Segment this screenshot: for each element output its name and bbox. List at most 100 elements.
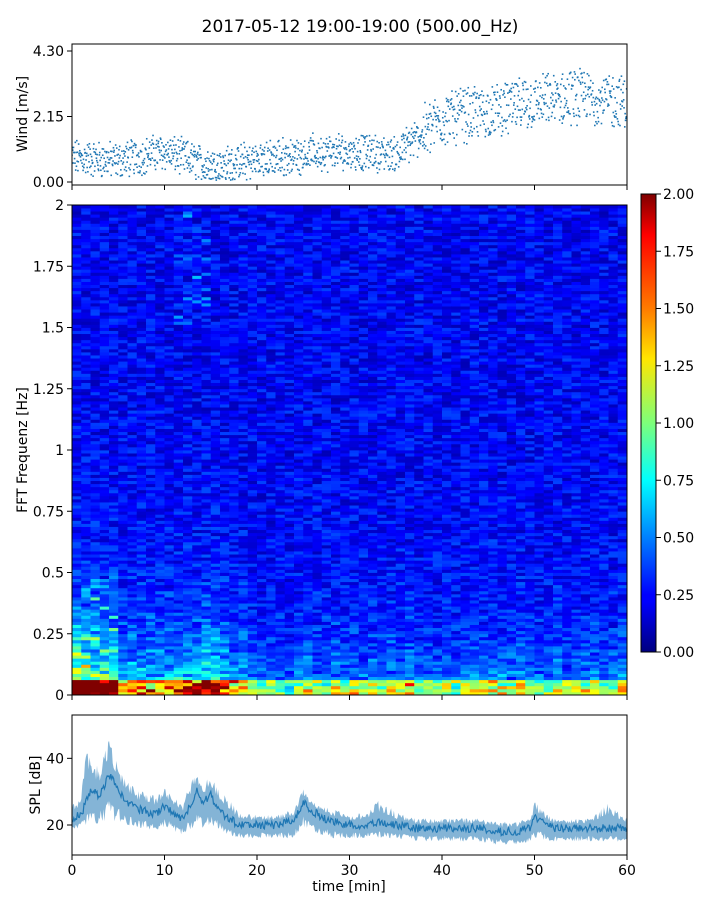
heatmap-cell bbox=[136, 446, 147, 451]
heatmap-cell bbox=[81, 358, 91, 362]
wind-point bbox=[535, 80, 537, 82]
heatmap-cell bbox=[192, 523, 202, 527]
wind-point bbox=[362, 144, 365, 146]
wind-point bbox=[392, 146, 395, 149]
wind-point bbox=[140, 150, 143, 153]
wind-point bbox=[360, 168, 363, 171]
heatmap-cell bbox=[90, 358, 101, 362]
heatmap-cell bbox=[109, 355, 119, 359]
heatmap-cell bbox=[99, 250, 110, 255]
heatmap-cell bbox=[109, 658, 119, 662]
heatmap-cell bbox=[266, 688, 276, 693]
heatmap-cell bbox=[118, 355, 128, 359]
heatmap-cell bbox=[210, 379, 221, 384]
heatmap-cell bbox=[192, 633, 202, 638]
heatmap-cell bbox=[192, 208, 202, 212]
heatmap-cell bbox=[146, 315, 156, 319]
wind-point bbox=[344, 141, 347, 143]
heatmap-cell bbox=[183, 551, 193, 555]
heatmap-cell bbox=[109, 489, 119, 494]
heatmap-cell bbox=[146, 342, 156, 347]
heatmap-cell bbox=[210, 355, 221, 359]
wind-point bbox=[137, 154, 139, 156]
wind-point bbox=[548, 107, 551, 109]
heatmap-cell bbox=[229, 394, 239, 399]
heatmap-cell bbox=[183, 667, 193, 671]
heatmap-cell bbox=[136, 670, 147, 674]
heatmap-cell bbox=[238, 306, 249, 310]
wind-point bbox=[534, 91, 536, 93]
heatmap-cell bbox=[81, 664, 91, 668]
heatmap-cell bbox=[201, 456, 212, 460]
wind-point bbox=[146, 165, 149, 167]
wind-point bbox=[546, 105, 549, 107]
heatmap-cell bbox=[155, 551, 165, 555]
wind-point bbox=[151, 142, 154, 145]
heatmap-cell bbox=[99, 492, 110, 497]
wind-point bbox=[396, 150, 399, 153]
heatmap-cell bbox=[127, 575, 138, 580]
wind-point bbox=[514, 83, 516, 85]
heatmap-cell bbox=[81, 355, 91, 359]
heatmap-cell bbox=[210, 639, 221, 644]
heatmap-cell bbox=[247, 535, 258, 540]
heatmap-cell bbox=[109, 397, 119, 402]
heatmap-cell bbox=[192, 646, 202, 650]
wind-point bbox=[511, 120, 513, 123]
heatmap-cell bbox=[99, 486, 110, 491]
wind-point bbox=[349, 141, 352, 144]
heatmap-cell bbox=[173, 321, 184, 325]
heatmap-cell bbox=[155, 642, 165, 647]
heatmap-cell bbox=[257, 581, 267, 586]
heatmap-cell bbox=[146, 618, 156, 622]
wind-point bbox=[498, 104, 500, 106]
heatmap-cell bbox=[183, 661, 193, 665]
wind-point bbox=[180, 135, 183, 138]
heatmap-cell bbox=[220, 247, 230, 252]
wind-point bbox=[303, 158, 305, 160]
heatmap-cell bbox=[146, 364, 156, 368]
heatmap-cell bbox=[136, 627, 147, 632]
wind-point bbox=[604, 91, 606, 94]
heatmap-cell bbox=[247, 661, 258, 665]
heatmap-cell bbox=[201, 655, 212, 659]
heatmap-cell bbox=[257, 284, 267, 289]
heatmap-cell bbox=[127, 581, 138, 586]
heatmap-cell bbox=[72, 397, 82, 402]
wind-point bbox=[625, 117, 627, 120]
heatmap-cell bbox=[192, 572, 202, 576]
heatmap-cell bbox=[127, 502, 138, 506]
heatmap-cell bbox=[257, 281, 267, 286]
heatmap-cell bbox=[164, 676, 175, 681]
wind-point bbox=[470, 122, 472, 124]
wind-point bbox=[129, 163, 132, 166]
wind-point bbox=[275, 156, 277, 159]
wind-point bbox=[581, 72, 583, 75]
wind-point bbox=[511, 116, 514, 118]
wind-point bbox=[102, 148, 105, 150]
heatmap-cell bbox=[99, 437, 110, 442]
wind-point bbox=[360, 134, 363, 137]
heatmap-cell bbox=[99, 244, 110, 249]
wind-point bbox=[226, 145, 229, 148]
heatmap-cell bbox=[155, 578, 165, 583]
heatmap-cell bbox=[109, 269, 119, 273]
heatmap-cell bbox=[238, 440, 249, 445]
heatmap-cell bbox=[146, 520, 156, 524]
wind-point bbox=[161, 159, 164, 161]
heatmap-cell bbox=[127, 214, 138, 218]
heatmap-cell bbox=[210, 612, 221, 616]
heatmap-cell bbox=[247, 538, 258, 543]
heatmap-cell bbox=[90, 401, 101, 405]
heatmap-cell bbox=[257, 612, 267, 616]
heatmap-cell bbox=[155, 569, 165, 573]
wind-point bbox=[441, 139, 444, 141]
heatmap-cell bbox=[81, 370, 91, 374]
heatmap-cell bbox=[81, 391, 91, 396]
wind-point bbox=[262, 171, 265, 174]
heatmap-cell bbox=[164, 339, 175, 344]
heatmap-cell bbox=[266, 529, 276, 534]
heatmap-cell bbox=[127, 541, 138, 546]
heatmap-cell bbox=[210, 554, 221, 558]
heatmap-cell bbox=[229, 606, 239, 610]
